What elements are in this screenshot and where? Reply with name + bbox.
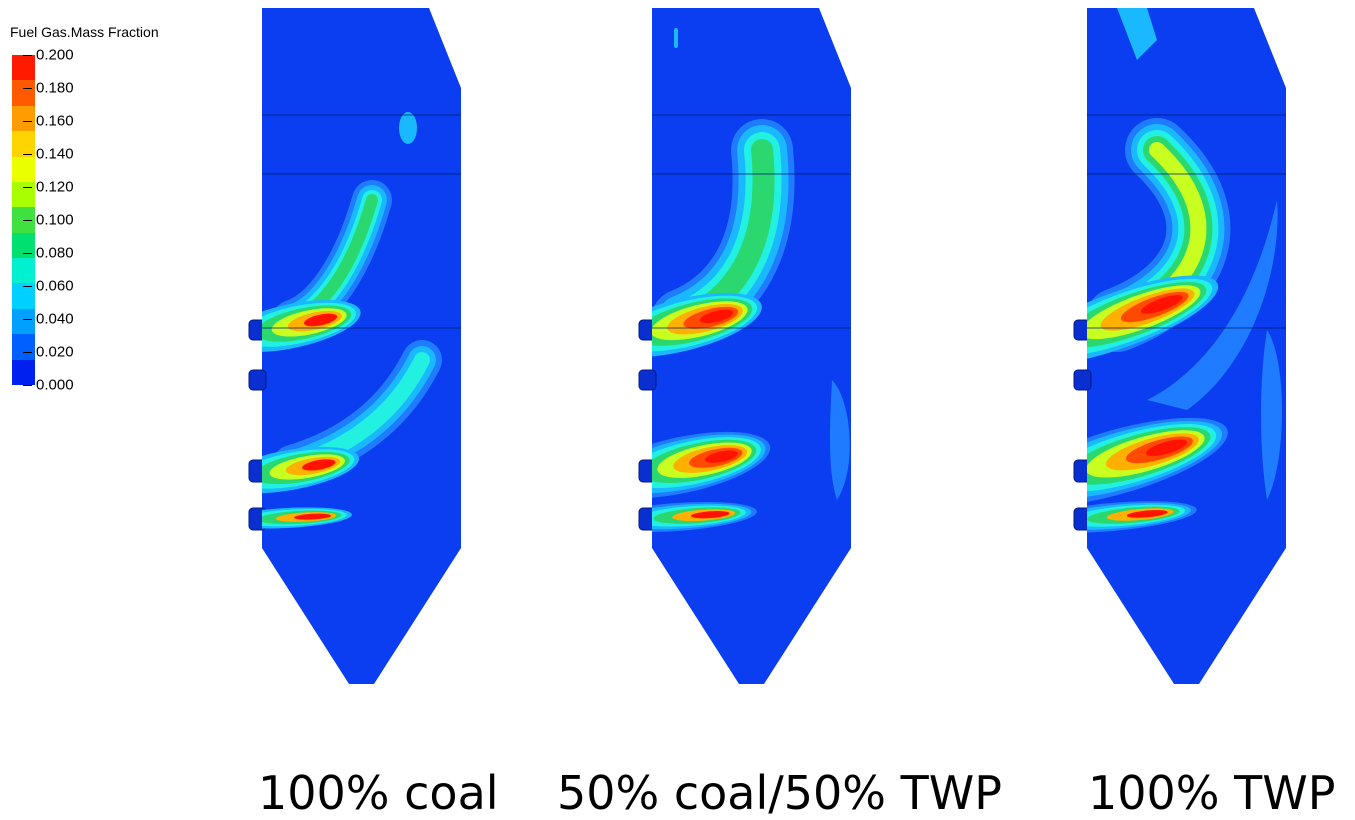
burner-nozzle: [638, 369, 657, 391]
legend-tick-label: 0.200: [36, 46, 74, 64]
legend-tick-label: 0.160: [36, 112, 74, 130]
legend-tick-mark: [23, 88, 32, 89]
burner-nozzle: [1073, 369, 1092, 391]
upper-burner-jet: [1140, 295, 1183, 314]
legend-tick-mark: [23, 154, 32, 155]
legend-swatch: [12, 308, 35, 335]
caption-panel-2: 50% coal/50% TWP: [557, 766, 1002, 820]
legend-tick-mark: [23, 286, 32, 287]
furnace-panel-3: [1073, 8, 1286, 684]
legend-tick-mark: [23, 319, 32, 320]
middle-burner-jet: [301, 459, 336, 471]
legend-tick-mark: [23, 55, 32, 56]
wall-streak: [829, 380, 850, 500]
legend-tick-label: 0.000: [36, 376, 74, 394]
furnace-contour-plots: [248, 8, 1286, 684]
caption-panel-1: 100% coal: [258, 766, 499, 820]
legend-tick-label: 0.040: [36, 310, 74, 328]
lower-burner-jet: [1126, 510, 1168, 518]
legend-tick-label: 0.080: [36, 244, 74, 262]
upper-burner-jet: [699, 309, 734, 324]
furnace-panel-1: [248, 8, 461, 684]
legend-tick-label: 0.120: [36, 178, 74, 196]
legend-swatch: [12, 181, 35, 208]
top-region: [1117, 8, 1157, 60]
legend-tick-mark: [23, 220, 32, 221]
legend-swatch: [12, 359, 35, 386]
legend-swatch: [12, 105, 35, 132]
contour-field: [652, 28, 850, 533]
middle-burner-jet: [1145, 439, 1188, 457]
legend-tick-label: 0.180: [36, 79, 74, 97]
caption-panel-3: 100% TWP: [1088, 766, 1336, 820]
upper-burner-jet: [303, 313, 338, 327]
legend-tick-mark: [23, 121, 32, 122]
hotspot: [674, 28, 678, 48]
colorbar: [12, 55, 35, 386]
field-band: [1147, 200, 1278, 410]
wall-streak: [1261, 330, 1282, 500]
legend-tick-label: 0.140: [36, 145, 74, 163]
contour-field: [1087, 8, 1282, 533]
lower-burner-jet: [690, 511, 730, 519]
colorbar-legend: Fuel Gas.Mass Fraction 0.200 0.180 0.160 0.…: [0, 0, 240, 400]
legend-swatch: [12, 258, 35, 284]
legend-tick-mark: [23, 253, 32, 254]
legend-tick-label: 0.100: [36, 211, 74, 229]
legend-tick-label: 0.060: [36, 277, 74, 295]
legend-tick-mark: [23, 385, 32, 386]
middle-burner-jet: [704, 450, 738, 463]
legend-swatch: [12, 156, 35, 183]
legend-swatch: [12, 232, 35, 259]
legend-swatch: [12, 55, 35, 81]
legend-swatch: [12, 283, 35, 310]
legend-swatch: [12, 80, 35, 107]
legend-title: Fuel Gas.Mass Fraction: [10, 24, 159, 40]
legend-tick-label: 0.020: [36, 343, 74, 361]
burner-nozzle: [248, 369, 267, 391]
legend-tick-mark: [23, 352, 32, 353]
hotspot: [399, 112, 417, 144]
legend-swatch: [12, 131, 35, 158]
legend-tick-mark: [23, 187, 32, 188]
furnace-panel-2: [638, 8, 851, 684]
legend-swatch: [12, 334, 35, 361]
contour-field: [262, 112, 442, 529]
lower-burner-jet: [293, 513, 332, 520]
